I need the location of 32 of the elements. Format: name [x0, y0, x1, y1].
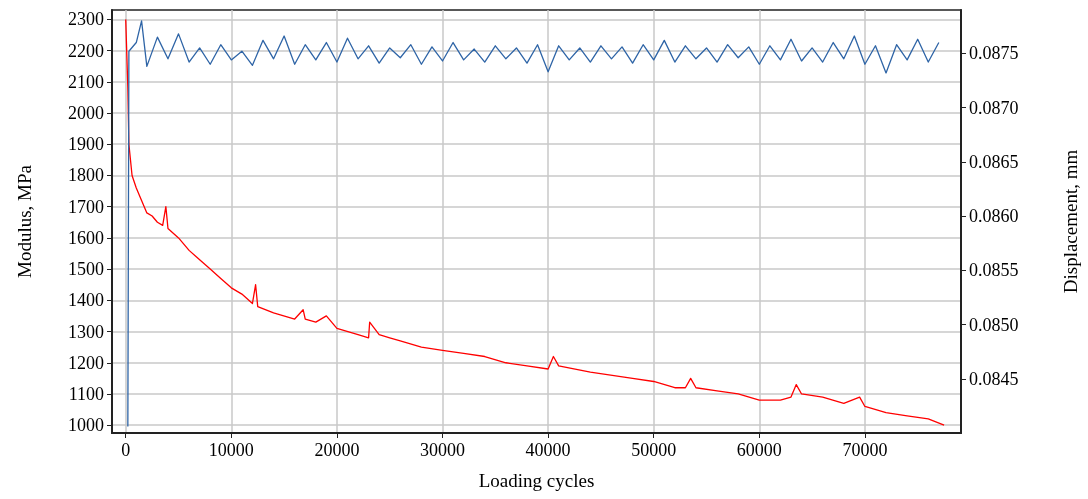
y-tick-label: 1900 [68, 134, 104, 155]
y-tick-label: 1700 [68, 196, 104, 217]
y2-tick-label: 0.0850 [969, 314, 1019, 335]
x-tick-label: 20000 [314, 440, 360, 460]
y2-tick-label: 0.0875 [969, 43, 1019, 64]
y2-axis-title: Displacement, mm [1060, 149, 1081, 294]
x-axis-title: Loading cycles [478, 470, 595, 491]
y-axis-title: Modulus, MPa [14, 164, 35, 278]
y-tick-label: 2000 [68, 103, 104, 124]
x-tick-label: 10000 [208, 440, 254, 460]
x-tick-label: 40000 [525, 440, 571, 460]
y-tick-label: 2200 [68, 40, 104, 61]
y2-tick-label: 0.0865 [969, 151, 1019, 172]
y-tick-label: 1600 [68, 227, 104, 248]
x-tick-label: 60000 [736, 440, 782, 460]
y2-tick-label: 0.0870 [969, 97, 1019, 118]
y-tick-label: 1500 [68, 259, 104, 280]
x-tick-label: 0 [121, 440, 131, 460]
y-tick-label: 2300 [68, 9, 104, 30]
y2-tick-label: 0.0860 [969, 206, 1019, 227]
y-tick-label: 1400 [68, 290, 104, 311]
x-tick-label: 30000 [420, 440, 466, 460]
x-tick-label: 50000 [631, 440, 677, 460]
y-tick-label: 1800 [68, 165, 104, 186]
y2-tick-label: 0.0855 [969, 260, 1019, 281]
y-tick-label: 2100 [68, 71, 104, 92]
y-tick-label: 1100 [68, 383, 104, 404]
y-tick-label: 1300 [68, 321, 104, 342]
y-tick-label: 1200 [68, 352, 104, 373]
y-tick-label: 1000 [68, 415, 104, 436]
x-tick-label: 70000 [842, 440, 888, 460]
y2-tick-label: 0.0845 [969, 368, 1019, 389]
